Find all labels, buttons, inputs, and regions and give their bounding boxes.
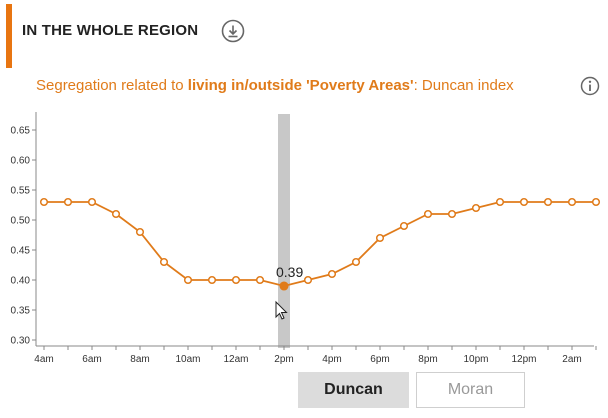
x-tick-label: 6am — [82, 354, 101, 365]
duncan-toggle-button[interactable]: Duncan — [298, 372, 409, 408]
subtitle-suffix: : Duncan index — [413, 77, 514, 94]
line-chart: 0.30 0.35 0.40 0.45 0.50 0.55 0.60 0.65 4am 6am 8a… — [11, 112, 601, 365]
data-point — [111, 209, 121, 219]
x-tick-label: 8am — [130, 354, 149, 365]
data-point-highlighted — [279, 281, 289, 291]
data-point — [591, 197, 601, 207]
y-tick-label: 0.40 — [11, 276, 31, 287]
subtitle-emphasis: living in/outside 'Poverty Areas' — [187, 77, 414, 94]
data-point — [471, 203, 481, 213]
y-tick-label: 0.45 — [11, 246, 31, 257]
y-tick-label: 0.50 — [11, 216, 31, 227]
y-tick-label: 0.60 — [11, 156, 31, 167]
data-point — [39, 197, 49, 207]
y-tick-label: 0.65 — [11, 126, 31, 137]
data-point — [519, 197, 529, 207]
data-point — [327, 269, 337, 279]
subtitle-prefix: Segregation related to — [36, 77, 188, 94]
data-point — [231, 275, 241, 285]
x-tick-label: 2pm — [274, 354, 293, 365]
download-icon[interactable] — [221, 19, 245, 43]
data-point — [135, 227, 145, 237]
x-tick-label: 8pm — [418, 354, 437, 365]
chart-subtitle: Segregation related to living in/outside… — [36, 77, 514, 94]
y-tick-label: 0.55 — [11, 186, 31, 197]
data-point — [303, 275, 313, 285]
data-point — [567, 197, 577, 207]
data-point — [351, 257, 361, 267]
x-tick-label: 10am — [175, 354, 200, 365]
x-tick-label: 12pm — [511, 354, 536, 365]
y-tick-label: 0.30 — [11, 336, 31, 347]
x-tick-label: 4am — [34, 354, 53, 365]
x-tick-label: 4pm — [322, 354, 341, 365]
data-point — [375, 233, 385, 243]
section-accent-bar — [6, 4, 12, 68]
data-point — [63, 197, 73, 207]
data-point — [495, 197, 505, 207]
data-label: 0.39 — [276, 264, 303, 280]
data-point — [159, 257, 169, 267]
highlight-band — [278, 114, 290, 348]
section-title: IN THE WHOLE REGION — [22, 22, 199, 39]
x-tick-label: 10pm — [463, 354, 488, 365]
data-point — [543, 197, 553, 207]
data-point — [447, 209, 457, 219]
data-point — [87, 197, 97, 207]
y-tick-label: 0.35 — [11, 306, 31, 317]
data-point — [423, 209, 433, 219]
x-tick-label: 12am — [223, 354, 248, 365]
series-line — [44, 201, 596, 287]
data-point — [207, 275, 217, 285]
moran-toggle-button[interactable]: Moran — [416, 372, 525, 408]
data-point — [399, 221, 409, 231]
data-point — [183, 275, 193, 285]
mouse-cursor-icon — [275, 300, 288, 320]
x-tick-label: 2am — [562, 354, 581, 365]
data-point — [255, 275, 265, 285]
x-tick-label: 6pm — [370, 354, 389, 365]
info-icon[interactable] — [580, 76, 600, 96]
